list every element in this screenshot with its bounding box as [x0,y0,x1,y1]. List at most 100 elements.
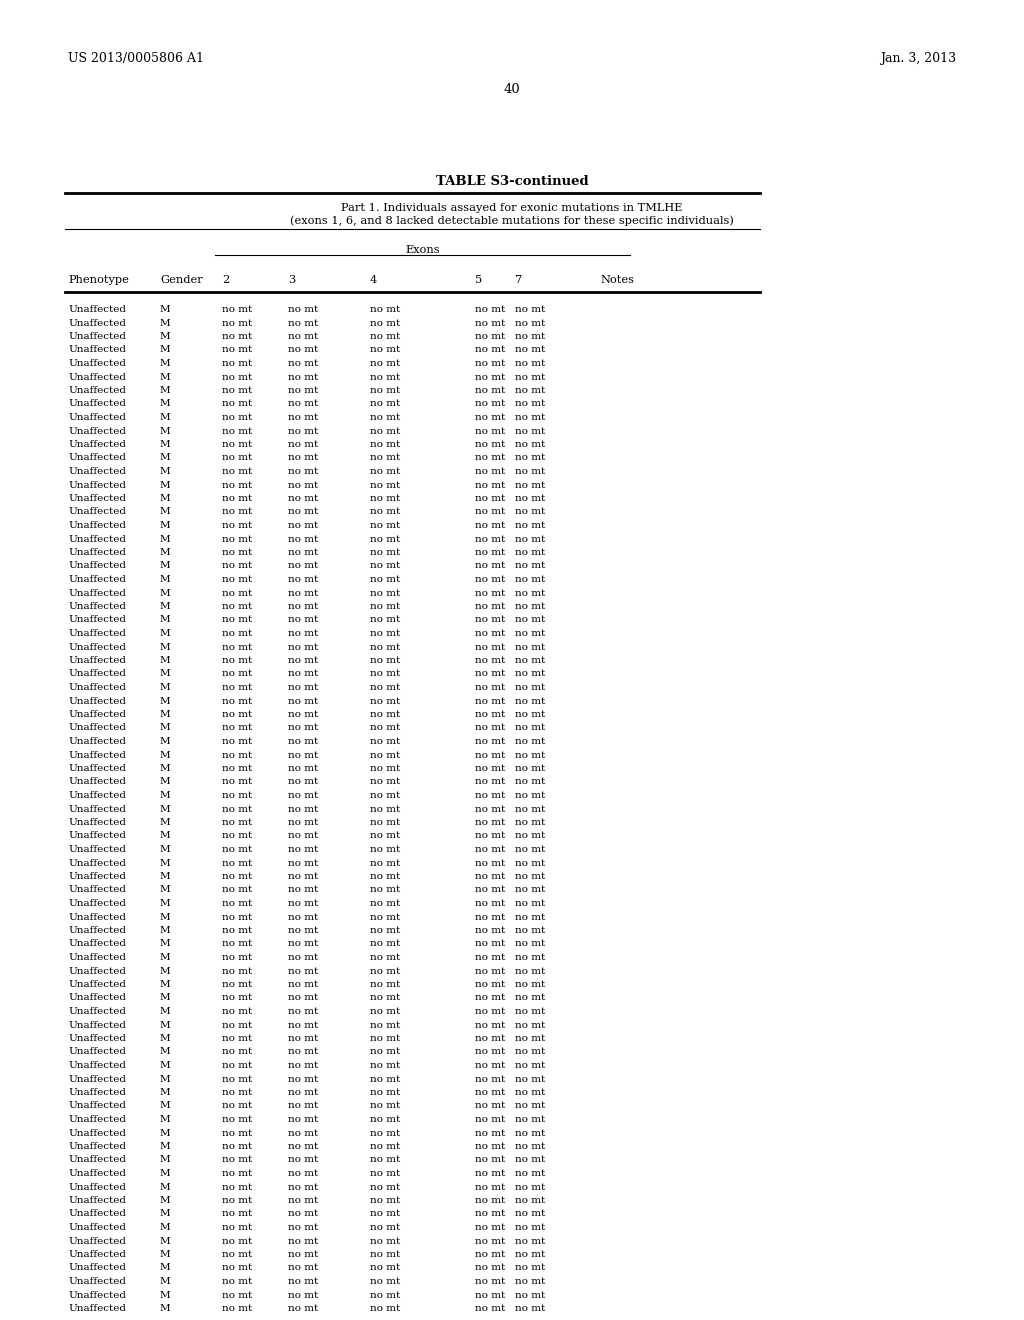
Text: M: M [160,372,171,381]
Text: no mt: no mt [288,1250,318,1259]
Text: no mt: no mt [475,1170,505,1177]
Text: M: M [160,1020,171,1030]
Text: no mt: no mt [288,372,318,381]
Text: no mt: no mt [370,764,400,774]
Text: no mt: no mt [370,710,400,719]
Text: no mt: no mt [515,507,545,516]
Text: Unaffected: Unaffected [68,858,126,867]
Text: no mt: no mt [370,1250,400,1259]
Text: no mt: no mt [515,791,545,800]
Text: no mt: no mt [475,1074,505,1084]
Text: no mt: no mt [370,630,400,638]
Text: no mt: no mt [370,1304,400,1313]
Text: no mt: no mt [288,1276,318,1286]
Text: no mt: no mt [475,751,505,759]
Text: no mt: no mt [475,359,505,368]
Text: no mt: no mt [222,602,252,611]
Text: no mt: no mt [288,1115,318,1125]
Text: no mt: no mt [222,1007,252,1016]
Text: M: M [160,804,171,813]
Text: no mt: no mt [222,643,252,652]
Text: Unaffected: Unaffected [68,764,126,774]
Text: no mt: no mt [288,1101,318,1110]
Text: no mt: no mt [370,480,400,490]
Text: no mt: no mt [515,1074,545,1084]
Text: no mt: no mt [222,521,252,531]
Text: M: M [160,1183,171,1192]
Text: Unaffected: Unaffected [68,1088,126,1097]
Text: no mt: no mt [370,751,400,759]
Text: no mt: no mt [222,1276,252,1286]
Text: no mt: no mt [222,656,252,665]
Text: Unaffected: Unaffected [68,1291,126,1299]
Text: no mt: no mt [515,480,545,490]
Text: no mt: no mt [475,305,505,314]
Text: M: M [160,832,171,841]
Text: M: M [160,589,171,598]
Text: no mt: no mt [475,561,505,570]
Text: no mt: no mt [222,818,252,828]
Text: no mt: no mt [475,1007,505,1016]
Text: Unaffected: Unaffected [68,535,126,544]
Text: Unaffected: Unaffected [68,1074,126,1084]
Text: Unaffected: Unaffected [68,791,126,800]
Text: no mt: no mt [515,1129,545,1138]
Text: Unaffected: Unaffected [68,777,126,787]
Text: no mt: no mt [222,480,252,490]
Text: M: M [160,1224,171,1232]
Text: Unaffected: Unaffected [68,615,126,624]
Text: Unaffected: Unaffected [68,818,126,828]
Text: no mt: no mt [515,1250,545,1259]
Text: Unaffected: Unaffected [68,804,126,813]
Text: no mt: no mt [222,589,252,598]
Text: no mt: no mt [288,521,318,531]
Text: no mt: no mt [475,480,505,490]
Text: no mt: no mt [515,1224,545,1232]
Text: no mt: no mt [370,643,400,652]
Text: no mt: no mt [475,521,505,531]
Text: no mt: no mt [222,899,252,908]
Text: no mt: no mt [222,777,252,787]
Text: M: M [160,966,171,975]
Text: no mt: no mt [515,426,545,436]
Text: no mt: no mt [475,1250,505,1259]
Text: M: M [160,777,171,787]
Text: no mt: no mt [288,994,318,1002]
Text: no mt: no mt [370,333,400,341]
Text: no mt: no mt [288,1142,318,1151]
Text: Unaffected: Unaffected [68,440,126,449]
Text: no mt: no mt [515,832,545,841]
Text: no mt: no mt [475,710,505,719]
Text: no mt: no mt [288,940,318,949]
Text: Unaffected: Unaffected [68,886,126,895]
Text: no mt: no mt [288,400,318,408]
Text: no mt: no mt [222,630,252,638]
Text: no mt: no mt [475,372,505,381]
Text: no mt: no mt [370,454,400,462]
Text: no mt: no mt [288,669,318,678]
Text: Unaffected: Unaffected [68,656,126,665]
Text: no mt: no mt [515,723,545,733]
Text: no mt: no mt [515,873,545,880]
Text: no mt: no mt [370,1170,400,1177]
Text: no mt: no mt [370,818,400,828]
Text: no mt: no mt [222,1034,252,1043]
Text: Unaffected: Unaffected [68,1276,126,1286]
Text: no mt: no mt [288,710,318,719]
Text: M: M [160,818,171,828]
Text: no mt: no mt [222,507,252,516]
Text: no mt: no mt [515,940,545,949]
Text: no mt: no mt [370,1237,400,1246]
Text: no mt: no mt [288,818,318,828]
Text: no mt: no mt [222,1129,252,1138]
Text: Unaffected: Unaffected [68,561,126,570]
Text: no mt: no mt [475,1034,505,1043]
Text: no mt: no mt [370,899,400,908]
Text: no mt: no mt [515,751,545,759]
Text: no mt: no mt [370,979,400,989]
Text: no mt: no mt [288,1304,318,1313]
Text: no mt: no mt [288,318,318,327]
Text: Unaffected: Unaffected [68,1196,126,1205]
Text: no mt: no mt [475,1115,505,1125]
Text: no mt: no mt [370,1142,400,1151]
